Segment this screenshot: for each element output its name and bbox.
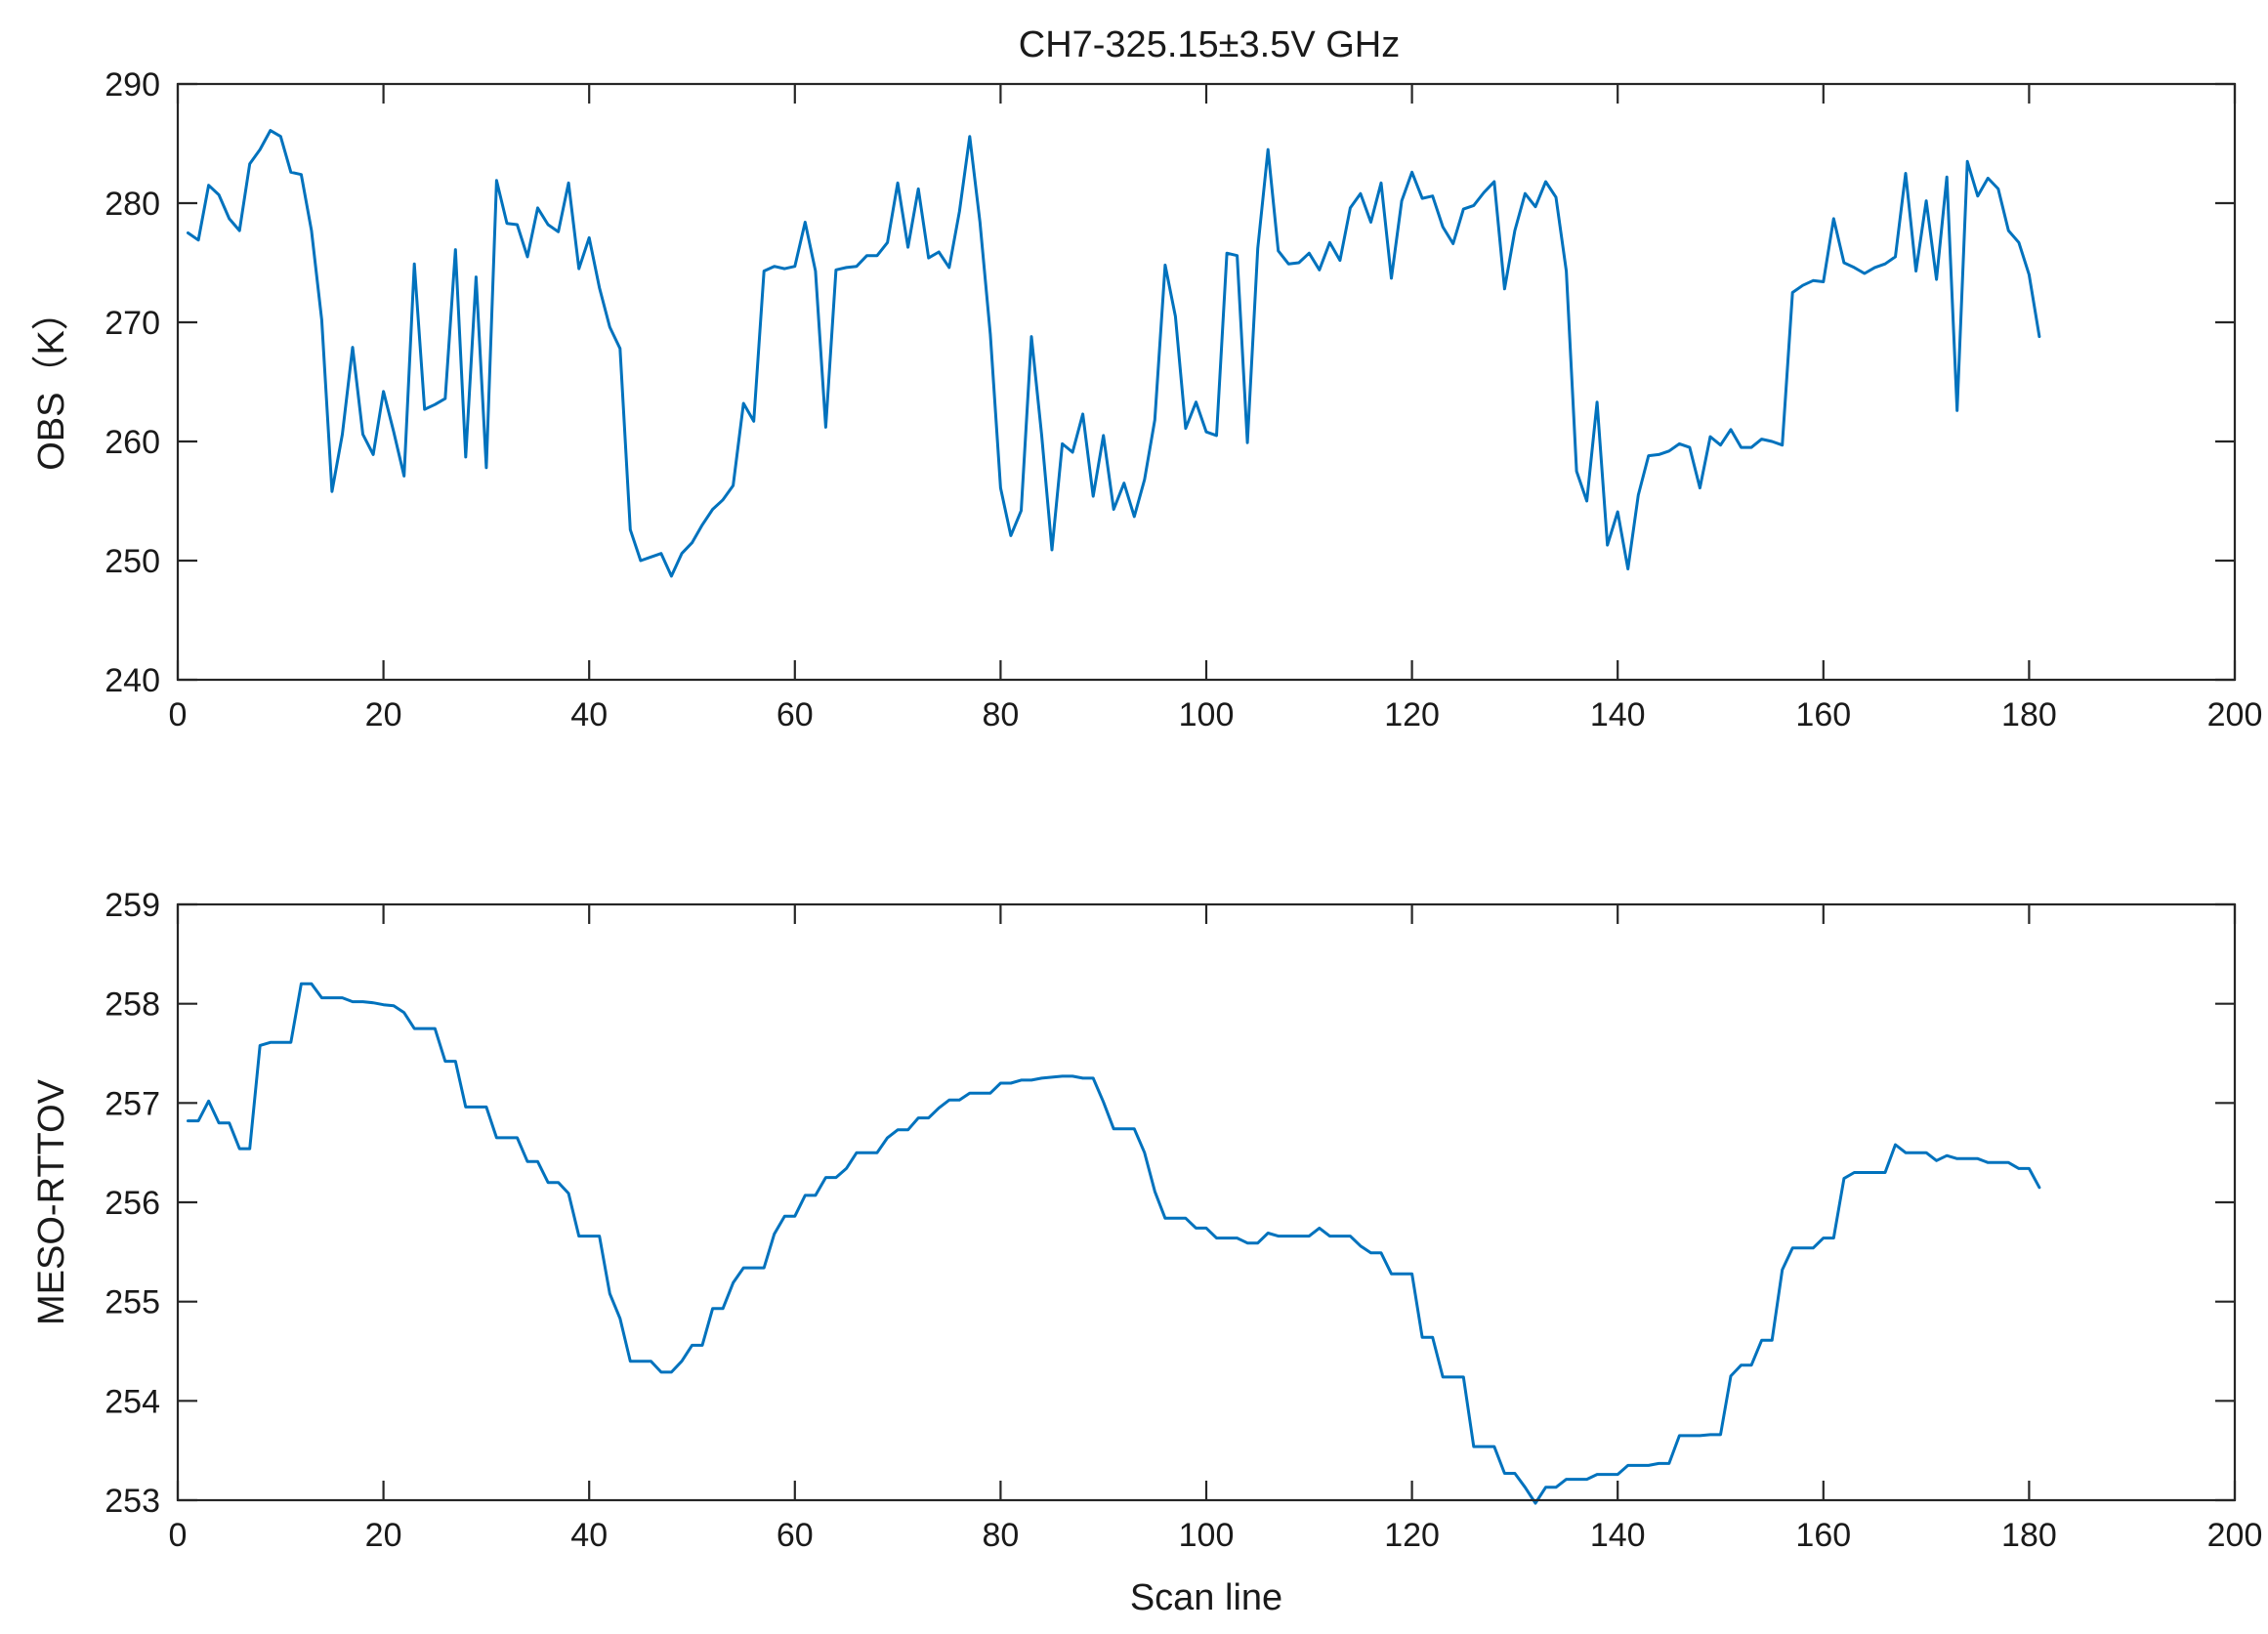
obs-y-tick-label: 290 bbox=[105, 66, 160, 104]
obs-x-tick-label: 40 bbox=[570, 696, 608, 733]
meso-rttov-y-tick-label: 258 bbox=[105, 986, 160, 1024]
meso-rttov-panel-ticks: 0 20 40 60 80 100 120 140 160 180 200 253 254 255 256 2… bbox=[105, 887, 2262, 1554]
obs-y-tick-label: 270 bbox=[105, 305, 160, 342]
meso-rttov-y-tick-label: 256 bbox=[105, 1185, 160, 1222]
obs-x-tick-label: 0 bbox=[169, 696, 188, 733]
obs-x-tick-label: 80 bbox=[982, 696, 1019, 733]
meso-rttov-x-tick-label: 40 bbox=[570, 1517, 608, 1554]
obs-x-tick-label: 140 bbox=[1590, 696, 1646, 733]
meso-rttov-x-tick-label: 120 bbox=[1384, 1517, 1440, 1554]
meso-rttov-y-tick-label: 254 bbox=[105, 1383, 160, 1420]
meso-rttov-y-axis-label: MESO-RTTOV bbox=[31, 1078, 72, 1325]
meso-rttov-x-tick-label: 60 bbox=[777, 1517, 814, 1554]
meso-rttov-axes-box bbox=[176, 902, 2237, 1502]
chart-title: CH7-325.15±3.5V GHz bbox=[1019, 24, 1400, 65]
obs-panel-ticks: 0 20 40 60 80 100 120 140 160 180 200 240 250 260 270 2… bbox=[105, 66, 2262, 733]
x-axis-label: Scan line bbox=[1130, 1577, 1282, 1618]
meso-rttov-y-tick-label: 257 bbox=[105, 1085, 160, 1122]
obs-x-tick-label: 200 bbox=[2207, 696, 2263, 733]
meso-rttov-panel: 0 20 40 60 80 100 120 140 160 180 200 253 254 255 256 2… bbox=[31, 887, 2262, 1618]
obs-y-tick-label: 280 bbox=[105, 186, 160, 223]
meso-rttov-x-tick-label: 160 bbox=[1795, 1517, 1851, 1554]
obs-series-line bbox=[187, 129, 2041, 578]
obs-x-tick-label: 60 bbox=[777, 696, 814, 733]
obs-y-tick-label: 250 bbox=[105, 543, 160, 580]
meso-rttov-x-tick-label: 180 bbox=[2001, 1517, 2057, 1554]
obs-x-tick-label: 120 bbox=[1384, 696, 1440, 733]
obs-x-tick-label: 180 bbox=[2001, 696, 2057, 733]
obs-y-tick-label: 240 bbox=[105, 662, 160, 699]
obs-x-tick-label: 160 bbox=[1795, 696, 1851, 733]
meso-rttov-x-tick-label: 0 bbox=[169, 1517, 188, 1554]
meso-rttov-y-tick-label: 259 bbox=[105, 887, 160, 924]
obs-y-axis-label: OBS（K） bbox=[31, 293, 72, 471]
meso-rttov-x-tick-label: 100 bbox=[1179, 1517, 1235, 1554]
obs-x-tick-label: 100 bbox=[1179, 696, 1235, 733]
meso-rttov-x-tick-label: 200 bbox=[2207, 1517, 2263, 1554]
obs-axes-box bbox=[176, 82, 2237, 682]
meso-rttov-series-line bbox=[187, 982, 2041, 1505]
obs-y-tick-label: 260 bbox=[105, 424, 160, 461]
meso-rttov-y-tick-label: 253 bbox=[105, 1483, 160, 1520]
obs-x-tick-label: 20 bbox=[365, 696, 402, 733]
meso-rttov-x-tick-label: 140 bbox=[1590, 1517, 1646, 1554]
meso-rttov-x-tick-label: 20 bbox=[365, 1517, 402, 1554]
meso-rttov-x-tick-label: 80 bbox=[982, 1517, 1019, 1554]
meso-rttov-y-tick-label: 255 bbox=[105, 1284, 160, 1321]
obs-panel: CH7-325.15±3.5V GHz 0 20 40 60 80 100 120 140 16… bbox=[31, 24, 2262, 733]
